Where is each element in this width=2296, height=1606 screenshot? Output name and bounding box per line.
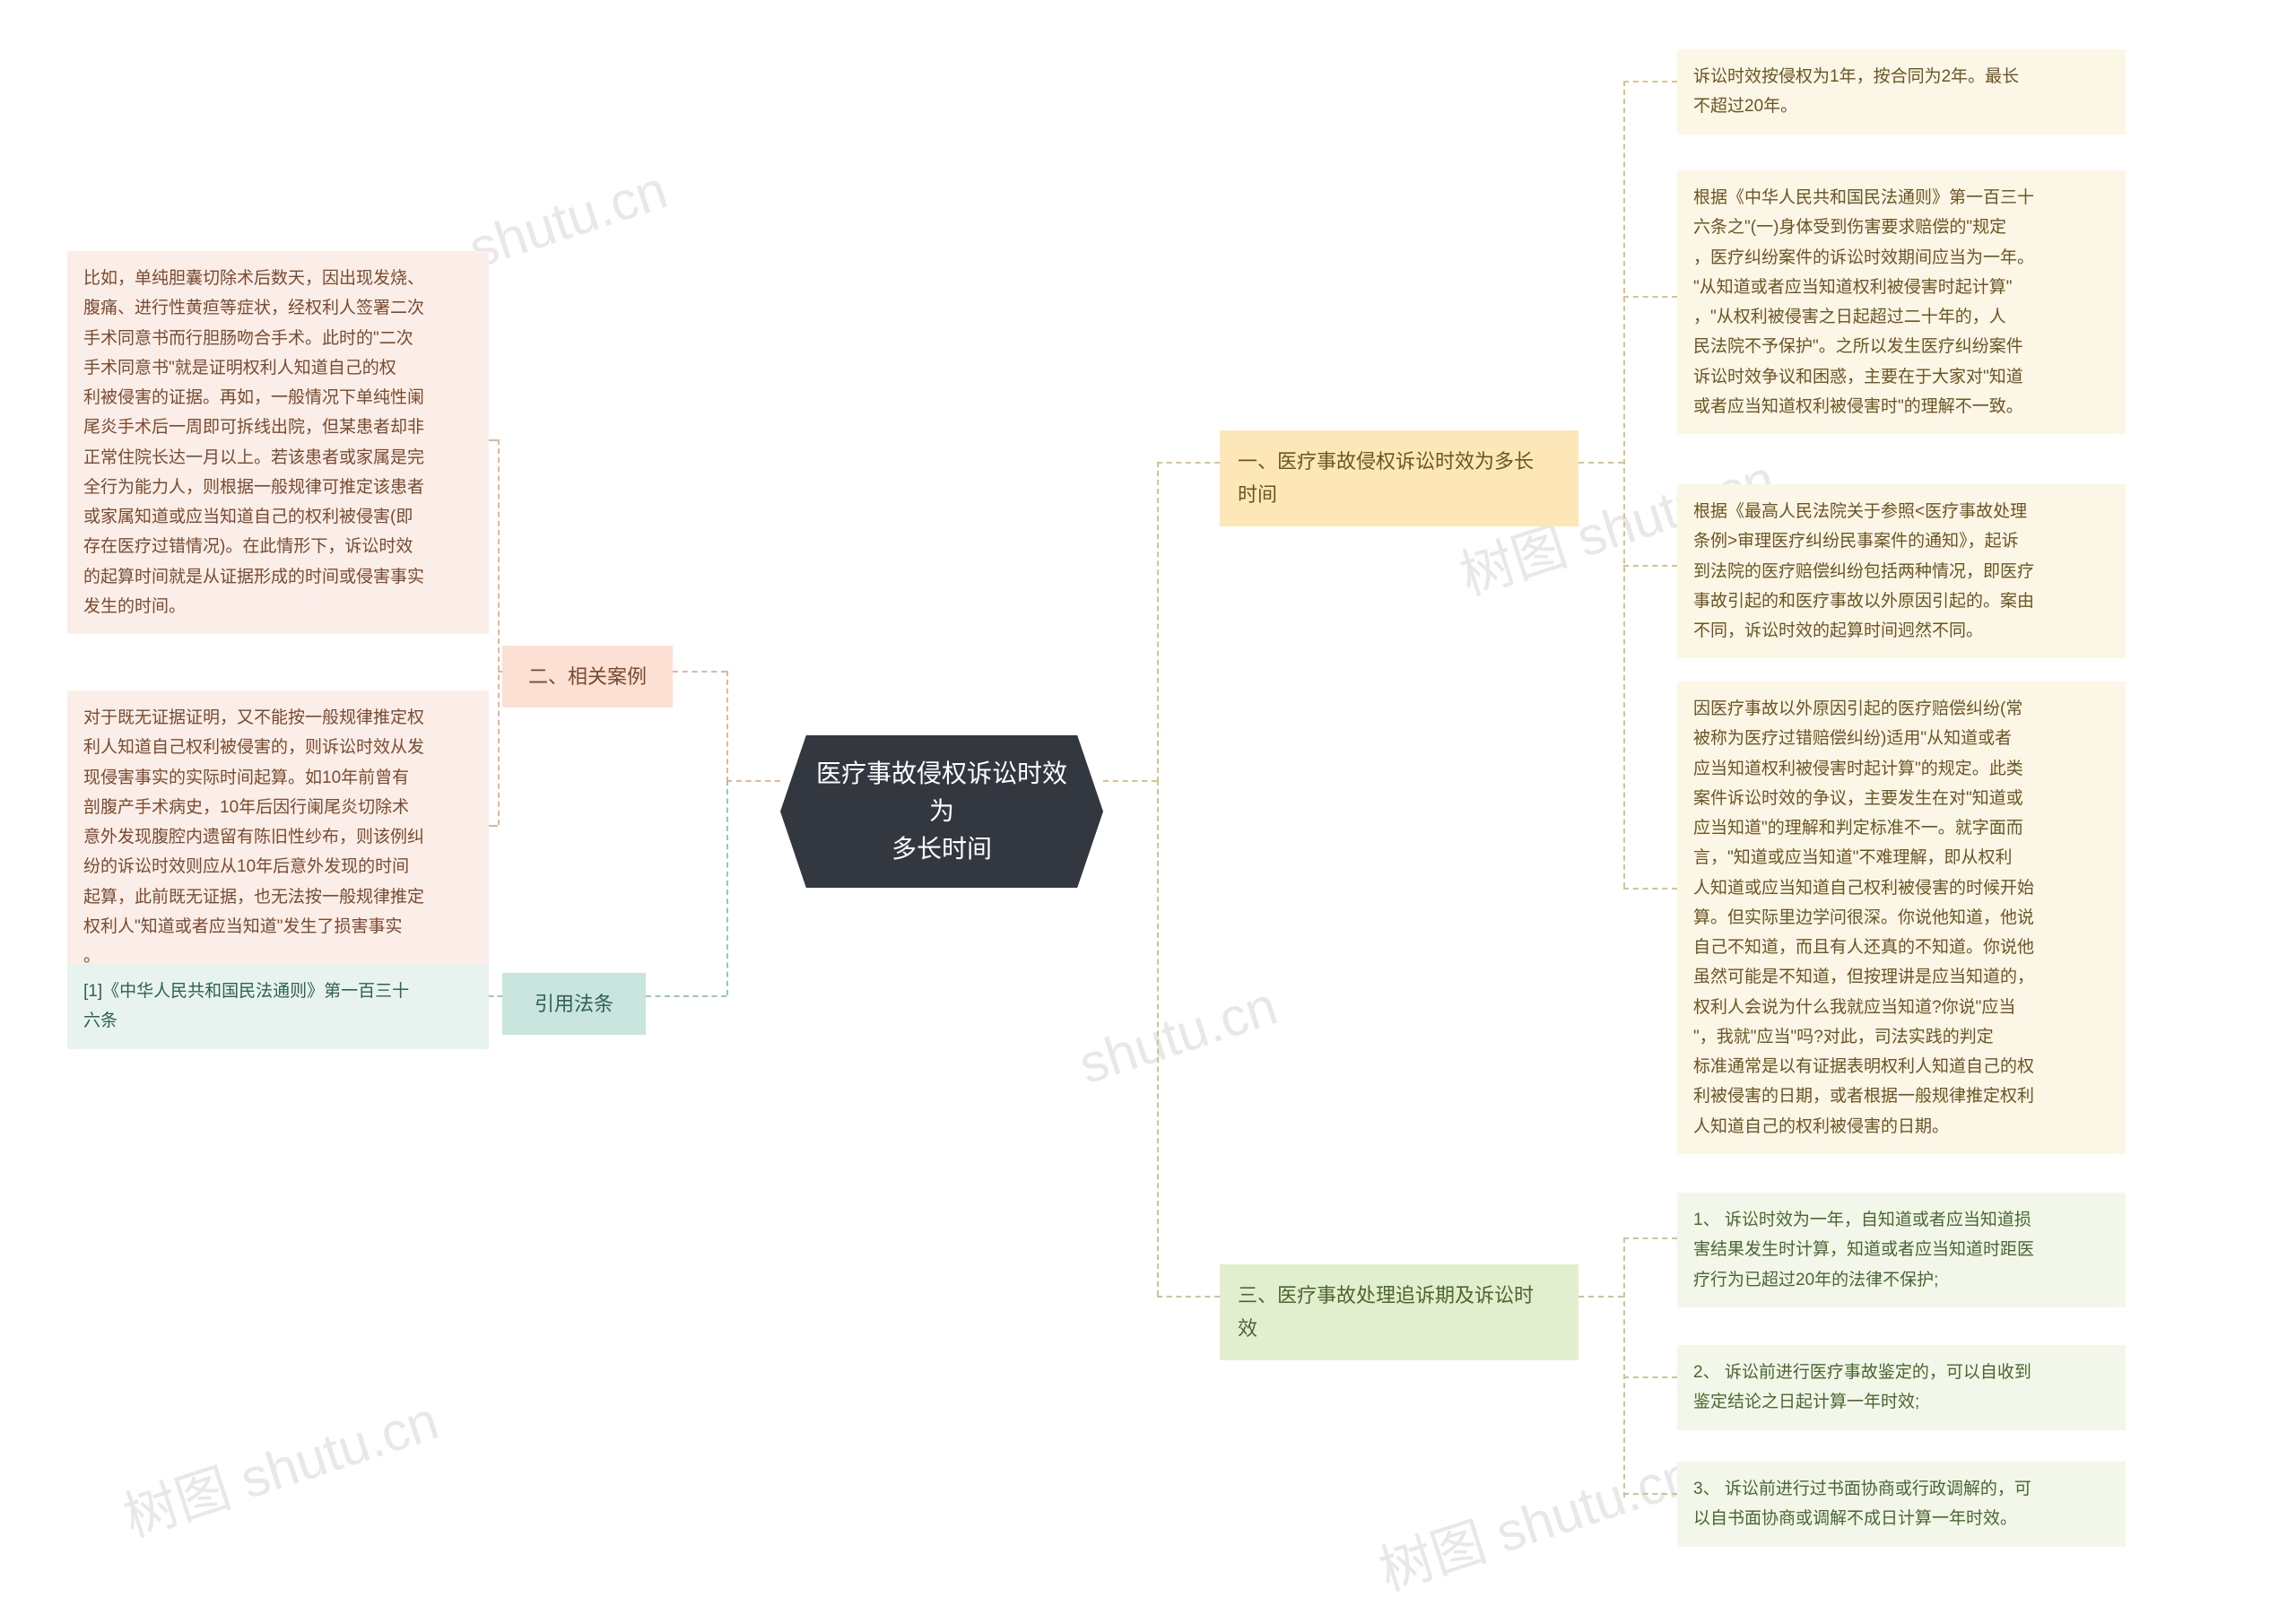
connector <box>1103 780 1157 782</box>
leaf-1b[interactable]: 根据《中华人民共和国民法通则》第一百三十 六条之"(一)身体受到伤害要求赔偿的"… <box>1677 170 2126 434</box>
connector <box>1623 296 1677 298</box>
leaf-3a[interactable]: 1、 诉讼时效为一年，自知道或者应当知道损 害结果发生时计算，知道或者应当知道时… <box>1677 1193 2126 1307</box>
watermark: 树图 shutu.cn <box>1368 1431 1702 1606</box>
leaf-3a-text: 1、 诉讼时效为一年，自知道或者应当知道损 害结果发生时计算，知道或者应当知道时… <box>1693 1211 2034 1289</box>
connector <box>498 439 500 825</box>
connector <box>726 780 780 782</box>
branch-2-label: 二、相关案例 <box>528 665 647 688</box>
leaf-3b-text: 2、 诉讼前进行医疗事故鉴定的，可以自收到 鉴定结论之日起计算一年时效; <box>1693 1363 2031 1411</box>
connector <box>489 995 502 997</box>
connector <box>1578 462 1623 464</box>
branch-1-label: 一、医疗事故侵权诉讼时效为多长 时间 <box>1238 450 1534 506</box>
connector <box>1623 1237 1677 1239</box>
connector <box>726 671 728 782</box>
watermark: shutu.cn <box>462 159 674 281</box>
leaf-3c-text: 3、 诉讼前进行过书面协商或行政调解的，可 以自书面协商或调解不成日计算一年时效… <box>1693 1480 2031 1528</box>
leaf-1d[interactable]: 因医疗事故以外原因引起的医疗赔偿纠纷(常 被称为医疗过错赔偿纠纷)适用"从知道或… <box>1677 681 2126 1154</box>
leaf-1a-text: 诉讼时效按侵权为1年，按合同为2年。最长 不超过20年。 <box>1693 67 2019 116</box>
connector <box>726 780 728 995</box>
connector <box>1623 1237 1625 1497</box>
branch-4[interactable]: 引用法条 <box>502 973 646 1035</box>
connector <box>1623 888 1677 890</box>
connector <box>1623 1493 1677 1495</box>
watermark: shutu.cn <box>1072 975 1284 1097</box>
leaf-2b-text: 对于既无证据证明，又不能按一般规律推定权 利人知道自己权利被侵害的，则诉讼时效从… <box>83 708 424 966</box>
connector <box>1157 462 1220 464</box>
connector <box>489 825 498 827</box>
leaf-1d-text: 因医疗事故以外原因引起的医疗赔偿纠纷(常 被称为医疗过错赔偿纠纷)适用"从知道或… <box>1693 699 2034 1136</box>
leaf-2a[interactable]: 比如，单纯胆囊切除术后数天，因出现发烧、 腹痛、进行性黄疸等症状，经权利人签署二… <box>67 251 489 634</box>
leaf-3c[interactable]: 3、 诉讼前进行过书面协商或行政调解的，可 以自书面协商或调解不成日计算一年时效… <box>1677 1462 2126 1547</box>
connector <box>1578 1296 1623 1298</box>
branch-3-label: 三、医疗事故处理追诉期及诉讼时 效 <box>1238 1284 1534 1340</box>
connector <box>1157 462 1159 782</box>
leaf-1b-text: 根据《中华人民共和国民法通则》第一百三十 六条之"(一)身体受到伤害要求赔偿的"… <box>1693 188 2034 416</box>
leaf-1c[interactable]: 根据《最高人民法院关于参照<医疗事故处理 条例>审理医疗纠纷民事案件的通知》，起… <box>1677 484 2126 658</box>
leaf-2a-text: 比如，单纯胆囊切除术后数天，因出现发烧、 腹痛、进行性黄疸等症状，经权利人签署二… <box>83 269 424 616</box>
leaf-4a[interactable]: [1]《中华人民共和国民法通则》第一百三十 六条 <box>67 964 489 1049</box>
leaf-2b[interactable]: 对于既无证据证明，又不能按一般规律推定权 利人知道自己权利被侵害的，则诉讼时效从… <box>67 690 489 984</box>
branch-1[interactable]: 一、医疗事故侵权诉讼时效为多长 时间 <box>1220 430 1578 526</box>
connector <box>646 995 726 997</box>
connector <box>489 439 498 441</box>
connector <box>1623 1376 1677 1378</box>
watermark: 树图 shutu.cn <box>112 1377 447 1552</box>
connector <box>1157 1296 1220 1298</box>
root-title: 医疗事故侵权诉讼时效为 多长时间 <box>816 760 1067 863</box>
connector <box>1157 780 1159 1296</box>
branch-2[interactable]: 二、相关案例 <box>502 646 673 708</box>
leaf-3b[interactable]: 2、 诉讼前进行医疗事故鉴定的，可以自收到 鉴定结论之日起计算一年时效; <box>1677 1345 2126 1430</box>
leaf-1c-text: 根据《最高人民法院关于参照<医疗事故处理 条例>审理医疗纠纷民事案件的通知》，起… <box>1693 502 2034 640</box>
root-node[interactable]: 医疗事故侵权诉讼时效为 多长时间 <box>780 735 1103 888</box>
leaf-1a[interactable]: 诉讼时效按侵权为1年，按合同为2年。最长 不超过20年。 <box>1677 49 2126 135</box>
connector <box>1623 81 1625 888</box>
connector <box>1623 565 1677 567</box>
branch-4-label: 引用法条 <box>535 993 613 1015</box>
connector <box>1623 81 1677 82</box>
connector <box>673 671 726 673</box>
branch-3[interactable]: 三、医疗事故处理追诉期及诉讼时 效 <box>1220 1264 1578 1360</box>
leaf-4a-text: [1]《中华人民共和国民法通则》第一百三十 六条 <box>83 982 409 1030</box>
